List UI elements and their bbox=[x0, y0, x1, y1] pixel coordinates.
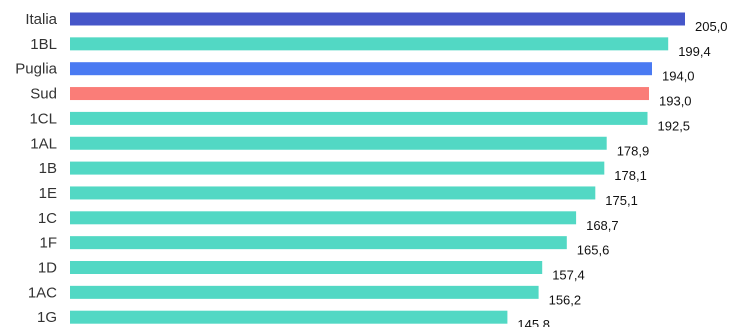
value-label: 178,1 bbox=[614, 168, 647, 183]
value-label: 168,7 bbox=[586, 218, 619, 233]
bar bbox=[70, 62, 652, 76]
bar bbox=[70, 111, 648, 125]
labels-layer: Italia 205,0 1BL 199,4 Puglia 194,0 Sud 193,0 1C… bbox=[15, 11, 727, 327]
bar bbox=[70, 211, 577, 225]
category-label: Puglia bbox=[15, 61, 57, 78]
value-label: 193,0 bbox=[659, 94, 692, 109]
bar bbox=[70, 261, 543, 274]
bar bbox=[70, 285, 539, 299]
value-label: 175,1 bbox=[605, 193, 638, 208]
value-label: 157,4 bbox=[552, 268, 585, 283]
bar bbox=[70, 12, 685, 26]
bar bbox=[70, 186, 596, 200]
category-label: Italia bbox=[25, 11, 57, 28]
value-label: 199,4 bbox=[678, 44, 711, 59]
category-label: 1AC bbox=[28, 284, 57, 301]
value-label: 205,0 bbox=[695, 19, 728, 34]
bar bbox=[70, 161, 605, 175]
category-label: Sud bbox=[30, 86, 57, 103]
value-label: 178,9 bbox=[617, 143, 650, 158]
category-label: 1CL bbox=[29, 110, 57, 127]
category-label: 1G bbox=[37, 309, 57, 326]
bar bbox=[70, 310, 508, 324]
category-label: 1E bbox=[39, 185, 57, 202]
value-label: 156,2 bbox=[549, 292, 582, 307]
category-label: 1AL bbox=[30, 135, 57, 152]
bars-layer bbox=[70, 12, 685, 324]
bar bbox=[70, 236, 567, 250]
value-label: 165,6 bbox=[577, 243, 610, 258]
value-label: 192,5 bbox=[658, 118, 691, 133]
category-label: 1C bbox=[38, 210, 57, 227]
category-label: 1D bbox=[38, 260, 57, 277]
category-label: 1F bbox=[39, 235, 57, 252]
category-label: 1B bbox=[39, 160, 57, 177]
bar bbox=[70, 136, 607, 150]
bar bbox=[70, 87, 649, 101]
bar bbox=[70, 37, 669, 51]
category-label: 1BL bbox=[30, 36, 57, 53]
value-label: 194,0 bbox=[662, 69, 695, 84]
value-label: 145,8 bbox=[517, 317, 550, 327]
